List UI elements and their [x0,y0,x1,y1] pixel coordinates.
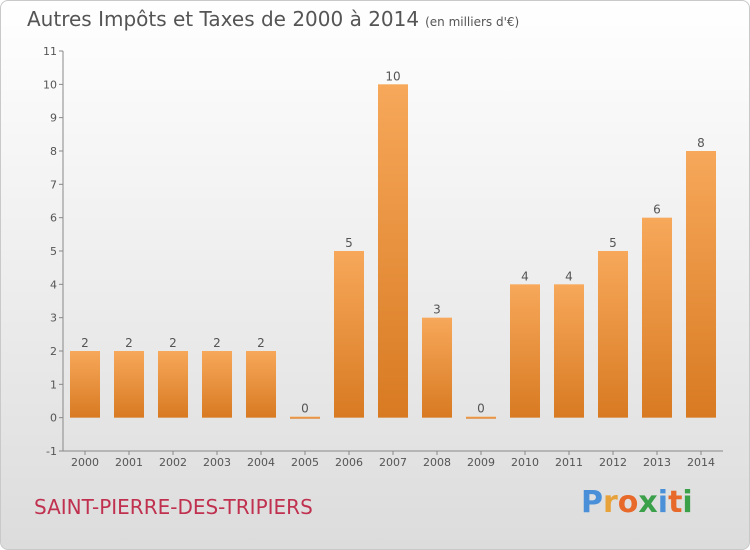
chart-title-text: Autres Impôts et Taxes de 2000 à 2014 [27,7,420,31]
bar-value-label: 0 [301,402,309,416]
bar [510,284,540,418]
y-tick-label: 11 [43,45,57,58]
bar-value-label: 3 [433,303,441,317]
x-tick-label: 2010 [511,456,539,469]
y-tick-label: 8 [50,145,57,158]
bar-value-label: 4 [565,269,573,283]
bar [422,317,452,418]
bar-value-label: 4 [521,269,529,283]
y-tick-label: 9 [50,112,57,125]
chart-title: Autres Impôts et Taxes de 2000 à 2014 (en… [27,7,519,31]
x-tick-label: 2004 [247,456,275,469]
x-tick-label: 2007 [379,456,407,469]
logo-letter: x [638,485,658,520]
bar-value-label: 2 [125,336,133,350]
logo-letter: o [617,485,639,520]
bar-value-label: 5 [345,236,353,250]
proxiti-logo: Proxiti [581,485,693,520]
bar [290,416,320,419]
logo-letter: t [668,485,683,520]
bar [598,251,628,418]
bar [158,351,188,418]
y-tick-label: 0 [50,412,57,425]
bar [70,351,100,418]
y-tick-label: 7 [50,178,57,191]
logo-letter: r [603,485,618,520]
bar [114,351,144,418]
bar-value-label: 2 [257,336,265,350]
bar-value-label: 6 [653,203,661,217]
bar [466,416,496,419]
x-tick-label: 2006 [335,456,363,469]
bar-value-label: 2 [81,336,89,350]
logo-letter: i [657,485,669,520]
y-tick-label: 4 [50,278,57,291]
bar-value-label: 5 [609,236,617,250]
bar-value-label: 10 [385,69,400,83]
logo-letter: i [682,485,693,520]
x-tick-label: 2011 [555,456,583,469]
bar [642,217,672,418]
bar [246,351,276,418]
x-tick-label: 2002 [159,456,187,469]
x-tick-label: 2013 [643,456,671,469]
bar-value-label: 2 [169,336,177,350]
bar [554,284,584,418]
logo-letter: P [581,485,603,520]
x-tick-label: 2000 [71,456,99,469]
y-tick-label: 6 [50,212,57,225]
x-tick-label: 2008 [423,456,451,469]
x-tick-label: 2009 [467,456,495,469]
bar [202,351,232,418]
chart-subtitle: (en milliers d'€) [425,15,520,29]
bar-value-label: 0 [477,402,485,416]
bar [334,251,364,418]
x-tick-label: 2014 [687,456,715,469]
y-tick-label: 3 [50,312,57,325]
y-tick-label: 1 [50,378,57,391]
x-tick-label: 2001 [115,456,143,469]
y-tick-label: 10 [43,78,57,91]
x-tick-label: 2012 [599,456,627,469]
commune-name: SAINT-PIERRE-DES-TRIPIERS [34,495,313,519]
bar [686,151,716,418]
y-tick-label: 5 [50,245,57,258]
y-tick-label: 2 [50,345,57,358]
bar-value-label: 2 [213,336,221,350]
y-tick-label: -1 [46,445,57,458]
x-tick-label: 2003 [203,456,231,469]
bar [378,84,408,418]
bar-value-label: 8 [697,136,705,150]
x-tick-label: 2005 [291,456,319,469]
